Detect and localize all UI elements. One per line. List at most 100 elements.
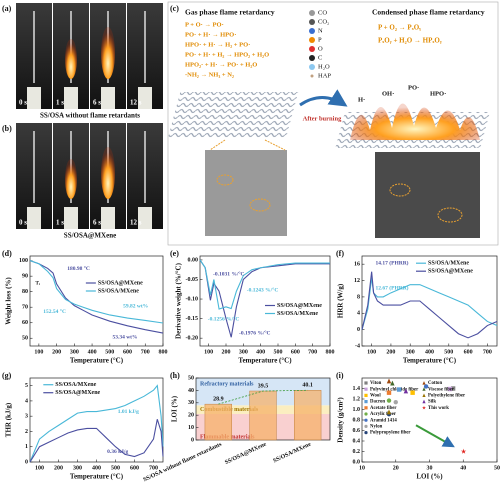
legend-label: Aramid 1414 [370, 418, 397, 423]
particle [249, 198, 271, 212]
series-line [199, 259, 330, 310]
legend-label: H₂O [318, 63, 330, 70]
caption: SS/OSA without flame retardants [40, 112, 140, 120]
x-axis-label: Temperature (°C) [238, 357, 292, 365]
x-tick-label: 500 [111, 465, 120, 471]
x-tick-label: 600 [291, 349, 300, 355]
y-tick-label: 1 [25, 444, 28, 450]
x-tick-label: 400 [88, 349, 97, 355]
flames [350, 103, 480, 140]
legend-label: Acetate fiber [370, 406, 397, 411]
radical: PO· [408, 84, 419, 91]
x-tick-label: 700 [308, 349, 317, 355]
y-axis-label: Derivative weight (%/°C) [175, 262, 183, 339]
legend-swatch [364, 393, 368, 397]
legend-label: Viscose fiber [428, 387, 455, 392]
y-tick-label: 4 [357, 311, 360, 317]
legend-label: SS/OSA/MXene [98, 288, 139, 294]
y-axis-label: LOI (%) [171, 395, 179, 422]
legend-label: Viton [370, 381, 382, 386]
legend-label: Polypropylene fiber [370, 431, 411, 436]
annotation: -0.1243 %/°C [247, 286, 279, 293]
condensed-reaction: PₓOᵧ + H₂O → HPₓOᵧ [378, 37, 442, 45]
point [386, 398, 392, 403]
legend-label: N [318, 27, 323, 34]
bar [294, 390, 322, 441]
legend-label: Silk [428, 400, 436, 405]
panel-label: (a) [2, 4, 12, 13]
panel-label: (f) [336, 249, 344, 258]
zoom-line [209, 139, 226, 151]
legend-swatch [364, 424, 368, 428]
legend-dot [310, 74, 314, 78]
y-tick-label: 5 [25, 383, 28, 389]
flame [65, 39, 77, 79]
y-tick-label: 2 [25, 429, 28, 435]
y-tick-label: 0.8 [353, 417, 361, 423]
highlight-arrow [415, 424, 455, 448]
point [450, 386, 456, 391]
point [447, 386, 452, 392]
gas-title: Gas phase flame retardancy [185, 8, 275, 17]
x-tick-label: 100 [367, 349, 376, 355]
value-label: 28.9 [213, 397, 224, 403]
holder [138, 87, 152, 109]
series-line [29, 384, 164, 463]
y-tick-label: 1.2 [353, 396, 361, 402]
point [386, 390, 392, 395]
x-tick-label: 200 [52, 349, 61, 355]
gas-reaction: PO· + H· → HPO· [185, 31, 236, 38]
y-tick-label: 12 [354, 278, 360, 284]
legend-label: This work [428, 406, 449, 411]
plot-frame [199, 255, 331, 347]
time-label: 6 s [93, 219, 101, 227]
bar [204, 403, 232, 441]
y-tick-label: 1.0 [353, 407, 361, 413]
legend-dot [309, 28, 315, 34]
legend-label: Nylon [370, 424, 383, 429]
x-tick-label: 200 [54, 465, 63, 471]
value-label: 39.5 [258, 383, 269, 389]
legend-label: SS/OSA@MXene [428, 269, 473, 275]
x-tick-label: 200 [386, 349, 395, 355]
y-tick-label: 16 [354, 262, 360, 268]
point [423, 384, 429, 389]
caption: SS/OSA@MXene [64, 232, 116, 240]
annotation: 152.54 °C [43, 308, 66, 315]
x-axis-label: LOI (%) [416, 473, 443, 481]
point [386, 378, 392, 384]
x-tick-label: 40 [460, 465, 466, 471]
series-line [29, 260, 164, 334]
panel-label: (i) [336, 371, 344, 380]
x-tick-label: SS/OSA/MXene [272, 441, 312, 464]
flame [101, 147, 115, 199]
annotation: -0.1256 %/°C [208, 315, 240, 322]
x-tick-label: 10 [359, 465, 365, 471]
x-tick-label: 800 [326, 349, 335, 355]
x-tick-label: 300 [406, 349, 415, 355]
legend-swatch [422, 405, 426, 410]
y-tick-label: -4 [355, 343, 360, 349]
legend-label: Polyethylene fiber [428, 393, 466, 398]
series-line [29, 419, 164, 463]
legend-dot [309, 19, 315, 25]
y-tick-label: 0 [25, 459, 28, 465]
point [403, 388, 409, 394]
x-tick-label: 600 [123, 349, 132, 355]
legend-swatch [364, 387, 368, 391]
time-label: 0 s [19, 99, 27, 107]
legend-label: SS/OSA/MXene [55, 382, 96, 388]
legend-label: CO₂ [318, 18, 329, 25]
time-label: 6 s [93, 99, 101, 107]
holder [101, 87, 115, 109]
gas-reaction: HPO· + H· → H₂ + PO· [185, 41, 250, 48]
x-tick-label: 20 [393, 465, 399, 471]
x-tick-label: 500 [444, 349, 453, 355]
panel-label: (e) [170, 249, 179, 258]
panel-label: (d) [2, 249, 12, 258]
x-tick-label: 50 [494, 465, 500, 471]
series-line [361, 271, 498, 339]
holder [64, 207, 78, 229]
legend-label: SS/OSA/MXene [277, 311, 318, 317]
x-tick-label: 400 [92, 465, 101, 471]
